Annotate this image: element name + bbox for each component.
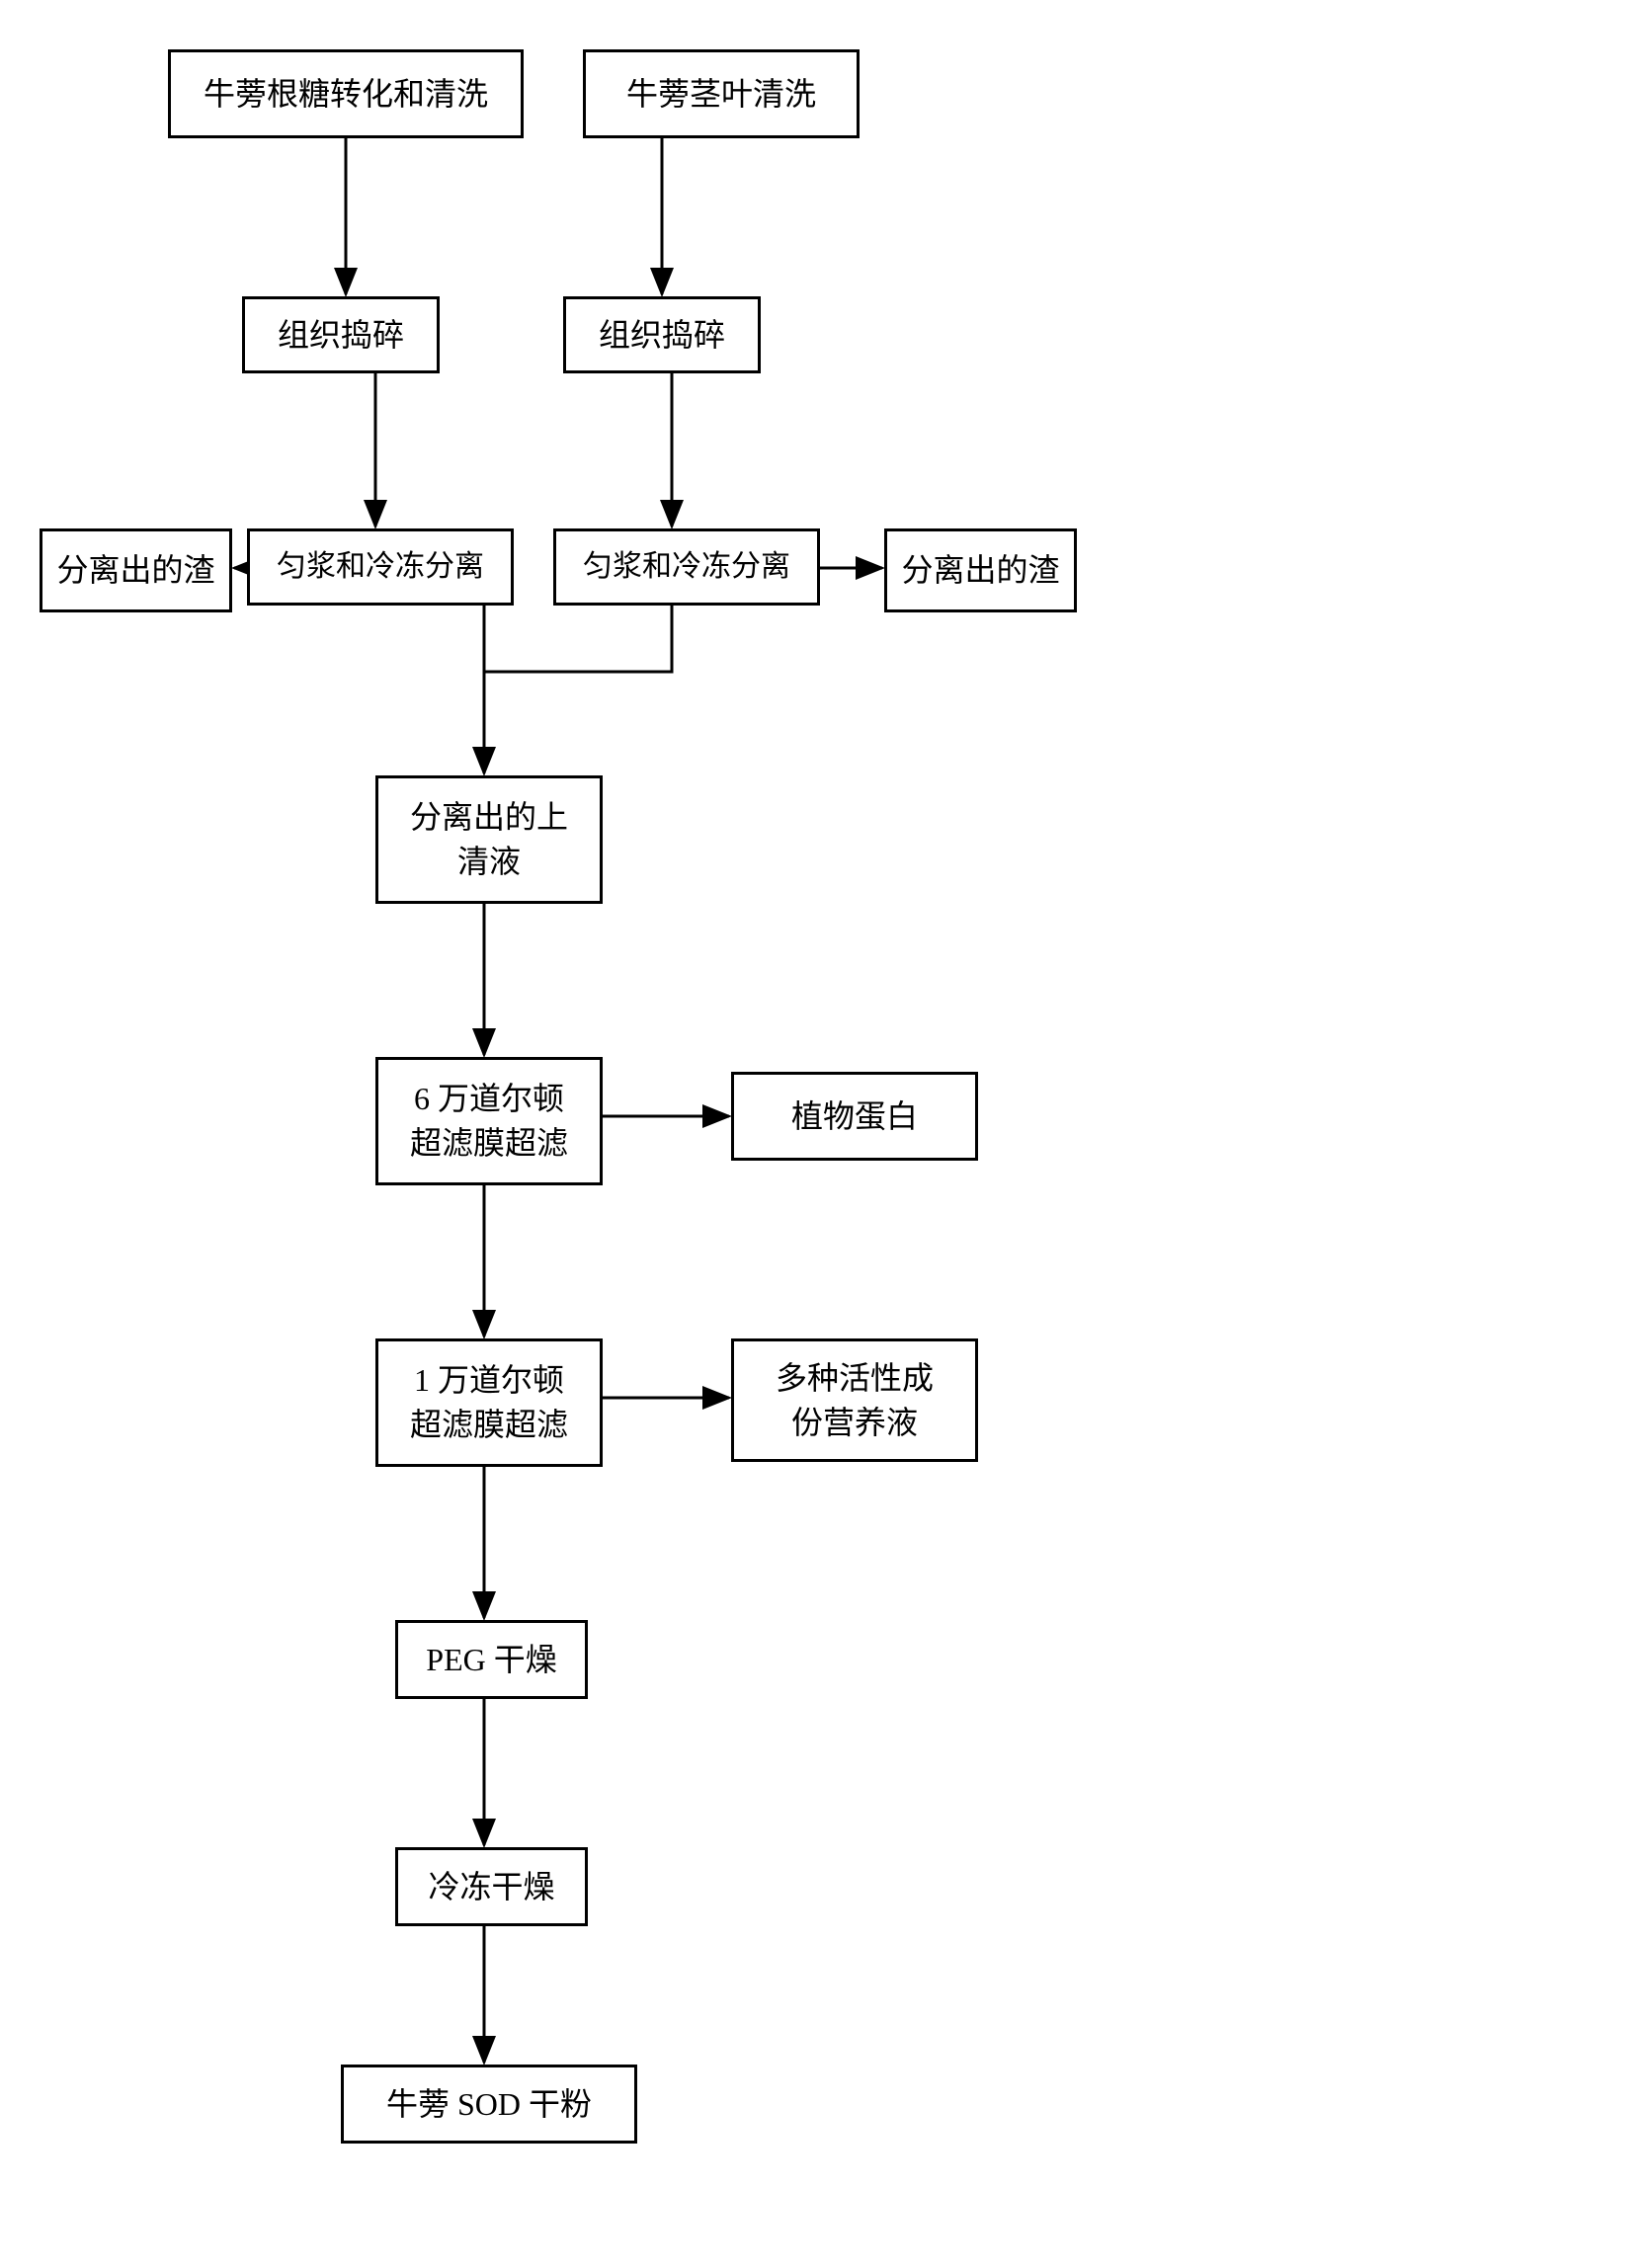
node-label: 植物蛋白 (791, 1094, 918, 1139)
node-label: PEG 干燥 (426, 1638, 556, 1682)
node-ultrafilter-10k: 1 万道尔顿 超滤膜超滤 (375, 1338, 603, 1467)
node-label: 分离出的渣 (901, 548, 1059, 593)
node-label: 匀浆和冷冻分离 (277, 546, 484, 588)
node-label: 组织捣碎 (599, 313, 725, 358)
node-label: 多种活性成 份营养液 (776, 1356, 934, 1445)
node-label: 冷冻干燥 (428, 1865, 554, 1909)
node-freeze-dry: 冷冻干燥 (395, 1847, 588, 1926)
node-label: 牛蒡 SOD 干粉 (386, 2082, 592, 2127)
node-active-nutrient: 多种活性成 份营养液 (731, 1338, 978, 1462)
node-label: 1 万道尔顿 超滤膜超滤 (410, 1358, 568, 1447)
node-supernatant: 分离出的上 清液 (375, 775, 603, 904)
node-label: 匀浆和冷冻分离 (583, 546, 790, 588)
node-leaf-wash: 牛蒡茎叶清洗 (583, 49, 860, 138)
node-residue-right: 分离出的渣 (884, 528, 1077, 612)
node-plant-protein: 植物蛋白 (731, 1072, 978, 1161)
node-label: 牛蒡根糖转化和清洗 (204, 72, 488, 117)
node-sod-powder: 牛蒡 SOD 干粉 (341, 2065, 637, 2144)
node-label: 分离出的渣 (56, 548, 214, 593)
node-root-wash: 牛蒡根糖转化和清洗 (168, 49, 524, 138)
node-label: 牛蒡茎叶清洗 (626, 72, 816, 117)
node-homogenize-right: 匀浆和冷冻分离 (553, 528, 820, 606)
node-peg-dry: PEG 干燥 (395, 1620, 588, 1699)
node-ultrafilter-60k: 6 万道尔顿 超滤膜超滤 (375, 1057, 603, 1185)
node-residue-left: 分离出的渣 (40, 528, 232, 612)
node-homogenize-left: 匀浆和冷冻分离 (247, 528, 514, 606)
node-label: 6 万道尔顿 超滤膜超滤 (410, 1077, 568, 1166)
node-tissue-crush-right: 组织捣碎 (563, 296, 761, 373)
node-label: 分离出的上 清液 (410, 795, 568, 884)
node-label: 组织捣碎 (278, 313, 404, 358)
node-tissue-crush-left: 组织捣碎 (242, 296, 440, 373)
